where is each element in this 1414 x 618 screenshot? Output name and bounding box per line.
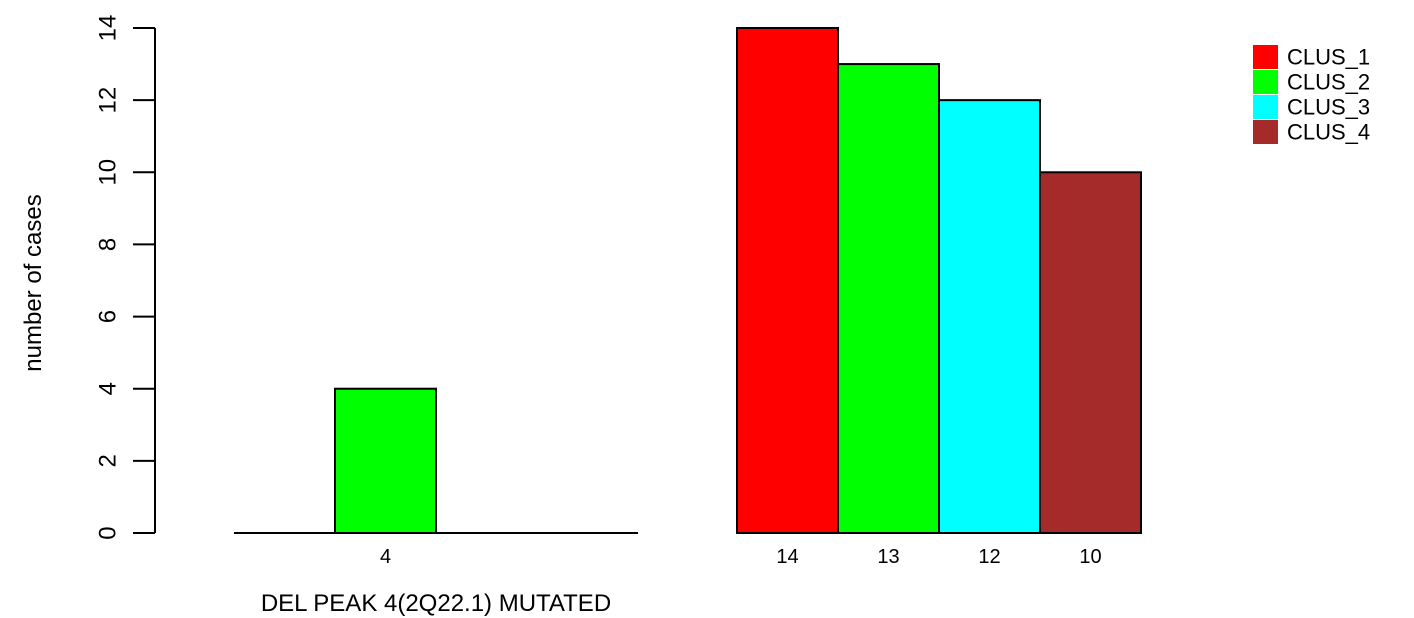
y-tick-label: 10 [95, 159, 122, 186]
legend-label: CLUS_2 [1287, 70, 1370, 95]
bar-clus-4 [1039, 171, 1142, 535]
x-axis-title: DEL PEAK 4(2Q22.1) MUTATED [261, 590, 611, 617]
bars [234, 27, 1142, 535]
y-tick-label: 14 [95, 15, 122, 42]
legend-label: CLUS_3 [1287, 95, 1370, 120]
bar-clus-2 [837, 63, 940, 534]
y-axis: 0 2 4 6 8 10 12 14 [95, 15, 156, 540]
bar-label: 12 [978, 546, 1000, 568]
x-tick-labels: 4 14 13 12 10 [380, 546, 1102, 568]
bar-clus-2 [334, 387, 437, 535]
y-tick-label: 0 [95, 526, 122, 539]
legend-swatch [1253, 95, 1278, 119]
legend-swatch [1253, 70, 1278, 94]
bar-label: 4 [380, 546, 391, 568]
y-tick-label: 4 [95, 382, 122, 395]
y-tick-label: 8 [95, 238, 122, 251]
y-axis-title: number of cases [20, 194, 47, 371]
y-tick-label: 12 [95, 87, 122, 114]
bar-label: 14 [776, 546, 798, 568]
legend-swatch [1253, 120, 1278, 144]
legend-label: CLUS_4 [1287, 120, 1370, 145]
legend-swatch [1253, 45, 1278, 69]
bar-label: 10 [1079, 546, 1101, 568]
bar-clus-3 [938, 99, 1041, 535]
y-tick-label: 2 [95, 454, 122, 467]
bar-label: 13 [877, 546, 899, 568]
legend-label: CLUS_1 [1287, 45, 1370, 70]
bar-clus-1 [736, 27, 839, 534]
y-tick-label: 6 [95, 310, 122, 323]
